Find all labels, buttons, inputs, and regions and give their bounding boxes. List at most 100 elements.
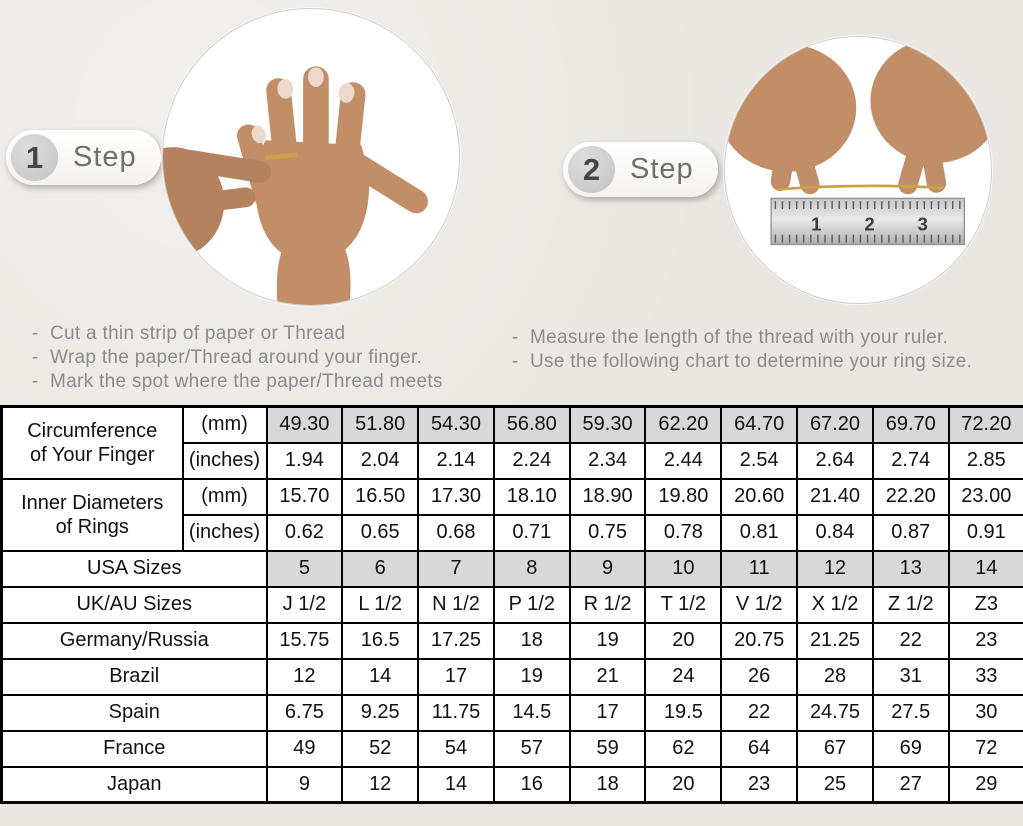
ruler-measurement-illustration: 1 2 3 xyxy=(725,38,991,246)
table-cell: V 1/2 xyxy=(720,585,799,624)
table-row-uk-au-sizes: UK/AU Sizes J 1/2 L 1/2 N 1/2 P 1/2 R 1/… xyxy=(0,585,1023,624)
table-cell: 64 xyxy=(720,729,799,768)
gold-thread xyxy=(265,152,298,161)
table-cell: 14.5 xyxy=(492,693,571,732)
table-cell: 23.00 xyxy=(947,477,1023,516)
table-cell: 33 xyxy=(947,657,1023,696)
table-cell: 19.5 xyxy=(644,693,723,732)
step2-label: Step xyxy=(630,153,694,185)
table-cell: X 1/2 xyxy=(796,585,874,624)
table-row-circumference-mm: Circumference of Your Finger (mm) 49.30 … xyxy=(0,405,1023,480)
table-row-usa-sizes: USA Sizes 5 6 7 8 9 10 11 12 13 14 xyxy=(0,549,1023,588)
table-cell: 20 xyxy=(644,621,723,660)
table-cell: 52 xyxy=(341,729,420,768)
table-cell: 6 xyxy=(341,549,420,588)
table-cell: 5 xyxy=(265,549,344,588)
table-cell: 23 xyxy=(947,621,1023,660)
table-cell: 2.04 xyxy=(341,441,420,480)
table-cell: 15.70 xyxy=(265,477,344,516)
table-cell: 59.30 xyxy=(568,405,647,444)
table-cell: 2.74 xyxy=(871,441,950,480)
table-row-germany-russia: Germany/Russia 15.75 16.5 17.25 18 19 20… xyxy=(0,621,1023,660)
table-cell: 13 xyxy=(871,549,950,588)
unit-cell: (inches) xyxy=(181,513,268,552)
ruler-number: 3 xyxy=(918,213,928,234)
bullet-dash: - xyxy=(32,371,39,392)
instruction-line: - Use the following chart to determine y… xyxy=(506,350,1018,374)
table-cell: 2.64 xyxy=(796,441,874,480)
ruler-number: 2 xyxy=(864,213,874,234)
table-cell: 59 xyxy=(568,729,647,768)
table-cell: 1.94 xyxy=(265,441,344,480)
table-cell: 62.20 xyxy=(644,405,723,444)
table-cell: 17.30 xyxy=(417,477,495,516)
table-cell: 0.78 xyxy=(644,513,723,552)
row-label-japan: Japan xyxy=(0,765,268,804)
instruction-text: Use the following chart to determine you… xyxy=(530,351,973,372)
table-cell: 19 xyxy=(492,657,571,696)
table-cell: J 1/2 xyxy=(265,585,344,624)
table-cell: 18.10 xyxy=(492,477,571,516)
table-cell: 24 xyxy=(644,657,723,696)
table-cell: 27 xyxy=(871,765,950,804)
table-cell: 20.75 xyxy=(720,621,799,660)
row-label-spain: Spain xyxy=(0,693,268,732)
step1-label: Step xyxy=(73,141,137,173)
bullet-dash: - xyxy=(512,327,519,348)
table-cell: 18.90 xyxy=(568,477,647,516)
table-cell: P 1/2 xyxy=(492,585,571,624)
step2-photo: 1 2 3 xyxy=(724,36,992,304)
unit-cell: (mm) xyxy=(181,477,268,516)
table-cell: 8 xyxy=(492,549,571,588)
table-cell: 21 xyxy=(568,657,647,696)
table-cell: 64.70 xyxy=(720,405,799,444)
table-cell: 2.34 xyxy=(568,441,647,480)
table-cell: 28 xyxy=(796,657,874,696)
table-cell: 57 xyxy=(492,729,571,768)
table-cell: 23 xyxy=(720,765,799,804)
hand-with-thread-illustration xyxy=(163,66,428,305)
table-cell: 0.75 xyxy=(568,513,647,552)
table-cell: 6.75 xyxy=(265,693,344,732)
table-cell: 17 xyxy=(417,657,495,696)
table-cell: 30 xyxy=(947,693,1023,732)
table-cell: 2.14 xyxy=(417,441,495,480)
ruler-number: 1 xyxy=(811,213,821,234)
table-cell: 31 xyxy=(871,657,950,696)
step2-number: 2 xyxy=(568,146,615,193)
table-cell: 26 xyxy=(720,657,799,696)
table-cell: 29 xyxy=(947,765,1023,804)
table-cell: 22.20 xyxy=(871,477,950,516)
row-label-france: France xyxy=(0,729,268,768)
table-row-japan: Japan 9 12 14 16 18 20 23 25 27 29 xyxy=(0,765,1023,804)
table-cell: 9 xyxy=(265,765,344,804)
table-cell: 67.20 xyxy=(796,405,874,444)
table-cell: 7 xyxy=(417,549,495,588)
table-cell: 49 xyxy=(265,729,344,768)
table-cell: 17.25 xyxy=(417,621,495,660)
bullet-dash: - xyxy=(32,323,39,344)
instruction-line: - Cut a thin strip of paper or Thread xyxy=(26,322,496,346)
table-cell: 54 xyxy=(417,729,495,768)
instruction-text: Wrap the paper/Thread around your finger… xyxy=(50,347,423,368)
table-cell: 19 xyxy=(568,621,647,660)
table-cell: 0.81 xyxy=(720,513,799,552)
table-cell: 62 xyxy=(644,729,723,768)
table-cell: 12 xyxy=(341,765,420,804)
table-cell: 16.5 xyxy=(341,621,420,660)
table-cell: N 1/2 xyxy=(417,585,495,624)
unit-cell: (mm) xyxy=(181,405,268,444)
table-cell: 67 xyxy=(796,729,874,768)
table-cell: 0.68 xyxy=(417,513,495,552)
table-cell: 20.60 xyxy=(720,477,799,516)
ring-size-table: Circumference of Your Finger (mm) 49.30 … xyxy=(0,405,1023,804)
table-row-spain: Spain 6.75 9.25 11.75 14.5 17 19.5 22 24… xyxy=(0,693,1023,732)
table-row-diameter-inches: (inches) 0.62 0.65 0.68 0.71 0.75 0.78 0… xyxy=(2,513,1023,552)
table-cell: 0.87 xyxy=(871,513,950,552)
table-cell: 16.50 xyxy=(341,477,420,516)
table-cell: Z3 xyxy=(947,585,1023,624)
table-cell: 72.20 xyxy=(947,405,1023,444)
row-label-brazil: Brazil xyxy=(0,657,268,696)
table-cell: 69.70 xyxy=(871,405,950,444)
bullet-dash: - xyxy=(512,351,519,372)
